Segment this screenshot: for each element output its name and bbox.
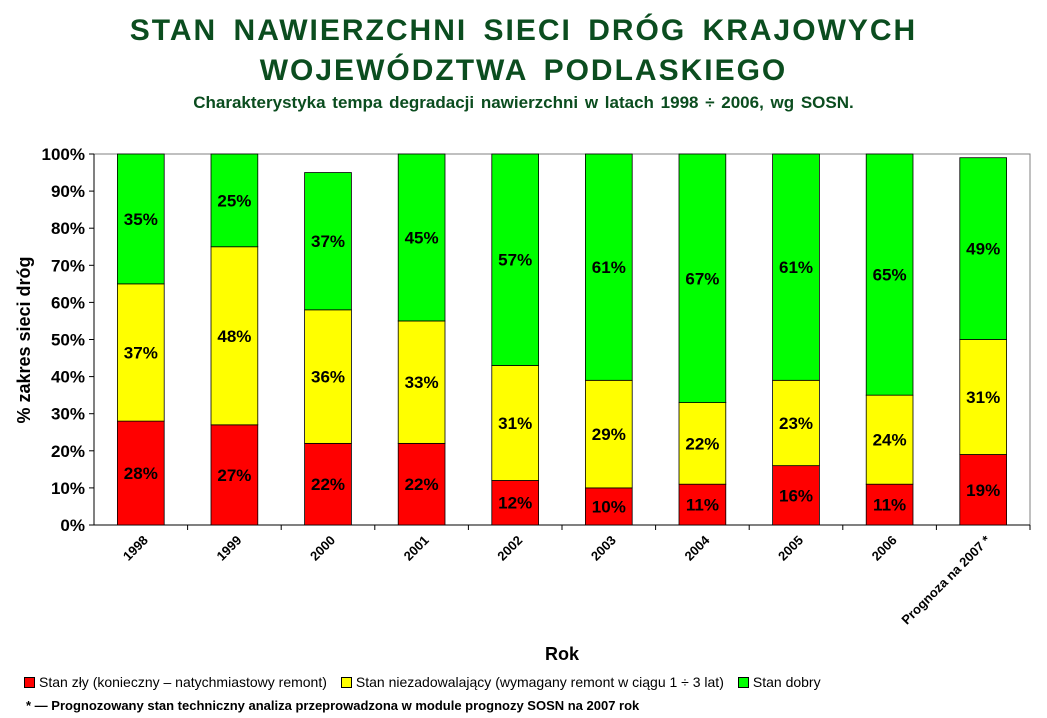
data-label: 27% — [217, 466, 251, 485]
data-label: 49% — [966, 240, 1000, 259]
y-tick-label: 50% — [51, 331, 85, 350]
plot-area: 0% 10% 20% 30% 40% 50% 60% 70% 80% 90% 100% 28% 37% 3… — [42, 145, 1031, 628]
y-tick-label: 80% — [51, 219, 85, 238]
data-label: 57% — [498, 251, 532, 270]
data-label: 28% — [124, 464, 158, 483]
data-label: 24% — [873, 431, 907, 450]
legend-swatch-niezadowalajacy — [340, 676, 352, 688]
y-tick-label: 30% — [51, 405, 85, 424]
x-tick-label: Prognoza na 2007 * — [898, 532, 994, 628]
y-axis-label: % zakres sieci dróg — [14, 256, 34, 423]
bar-segment — [210, 424, 259, 526]
data-label: 11% — [873, 496, 906, 515]
bar-segment — [210, 246, 259, 426]
data-label: 29% — [592, 425, 626, 444]
legend-item-dobry: Stan dobry — [737, 674, 821, 690]
data-label: 11% — [686, 496, 719, 515]
bar-segment — [678, 483, 727, 526]
data-label: 48% — [217, 327, 251, 346]
y-tick-label: 20% — [51, 442, 85, 461]
x-tick-label: 2004 — [681, 532, 713, 564]
y-tick-label: 70% — [51, 256, 85, 275]
x-tick-label: 1998 — [120, 533, 151, 564]
bar-segment — [117, 283, 165, 422]
legend-label-dobry: Stan dobry — [752, 674, 821, 690]
legend-label-niezadowalajacy: Stan niezadowalający (wymagany remont w … — [355, 674, 724, 690]
bar-segment — [678, 153, 727, 403]
bar-segment — [585, 379, 633, 489]
data-label: 22% — [405, 475, 439, 494]
bar-segment — [304, 442, 352, 526]
data-label: 65% — [873, 266, 907, 285]
chart-title-line-1: STAN NAWIERZCHNI SIECI DRÓG KRAJOWYCH — [129, 14, 918, 47]
legend-label-zly: Stan zły (konieczny – natychmiastowy rem… — [39, 674, 327, 690]
bar-segment — [491, 365, 539, 481]
y-tick-label: 60% — [51, 293, 85, 312]
bar-segment — [772, 379, 820, 467]
legend: Stan zły (konieczny – natychmiastowy rem… — [24, 674, 835, 690]
data-label: 25% — [217, 191, 251, 210]
legend-item-zly: Stan zły (konieczny – natychmiastowy rem… — [24, 674, 327, 690]
bar-segment — [397, 320, 446, 444]
bar-segment — [491, 480, 539, 526]
data-label: 10% — [592, 497, 626, 516]
data-label: 19% — [966, 481, 1000, 500]
bar-segment — [959, 157, 1007, 340]
x-tick-label: 1999 — [213, 533, 244, 564]
x-tick-label: 2002 — [494, 533, 525, 564]
bar-segment — [772, 465, 820, 526]
bar-segment — [304, 172, 352, 311]
bar-segment — [397, 442, 446, 526]
y-tick-label: 100% — [42, 145, 85, 164]
data-label: 45% — [405, 228, 439, 247]
data-label: 61% — [779, 258, 813, 277]
x-tick-label: 2005 — [775, 533, 806, 564]
data-label: 12% — [498, 494, 532, 513]
bar-segment — [491, 153, 539, 366]
y-tick-label: 0% — [60, 516, 85, 535]
data-label: 35% — [124, 210, 158, 229]
bar-segment — [865, 153, 914, 396]
data-label: 31% — [498, 414, 532, 433]
x-tick-label: 2006 — [869, 533, 900, 564]
bar-segment — [210, 153, 259, 248]
legend-item-niezadowalajacy: Stan niezadowalający (wymagany remont w … — [340, 674, 724, 690]
chart-subtitle: Charakterystyka tempa degradacji nawierz… — [193, 93, 854, 112]
data-label: 23% — [779, 414, 813, 433]
bar-segment — [304, 309, 352, 444]
x-tick-label: 2000 — [307, 533, 338, 564]
data-label: 31% — [966, 388, 1000, 407]
footnote: * — Prognozowany stan techniczny analiza… — [26, 698, 640, 713]
bar-segment — [585, 487, 633, 526]
data-label: 37% — [311, 232, 345, 251]
data-label: 67% — [685, 269, 719, 288]
bar-segment — [397, 153, 446, 322]
bar-segment — [772, 153, 820, 381]
x-tick-label: 2001 — [401, 533, 432, 564]
legend-swatch-dobry — [737, 676, 749, 688]
legend-swatch-zly — [24, 676, 35, 688]
y-tick-label: 10% — [51, 479, 85, 498]
y-tick-label: 90% — [51, 182, 85, 201]
data-label: 16% — [779, 486, 813, 505]
data-label: 22% — [685, 434, 719, 453]
data-label: 36% — [311, 368, 345, 387]
data-label: 33% — [405, 373, 439, 392]
x-tick-label: 2003 — [588, 533, 619, 564]
y-tick-label: 40% — [51, 368, 85, 387]
x-axis-label: Rok — [545, 644, 580, 664]
bar-segment — [117, 153, 165, 285]
data-label: 37% — [124, 343, 158, 362]
bar-segment — [959, 454, 1007, 526]
bar-segment — [585, 153, 633, 381]
data-label: 22% — [311, 475, 345, 494]
bar-segment — [678, 402, 727, 485]
data-label: 61% — [592, 258, 626, 277]
bar-segment — [117, 420, 165, 526]
bar-segment — [959, 339, 1007, 455]
chart-title-line-2: WOJEWÓDZTWA PODLASKIEGO — [259, 54, 788, 87]
